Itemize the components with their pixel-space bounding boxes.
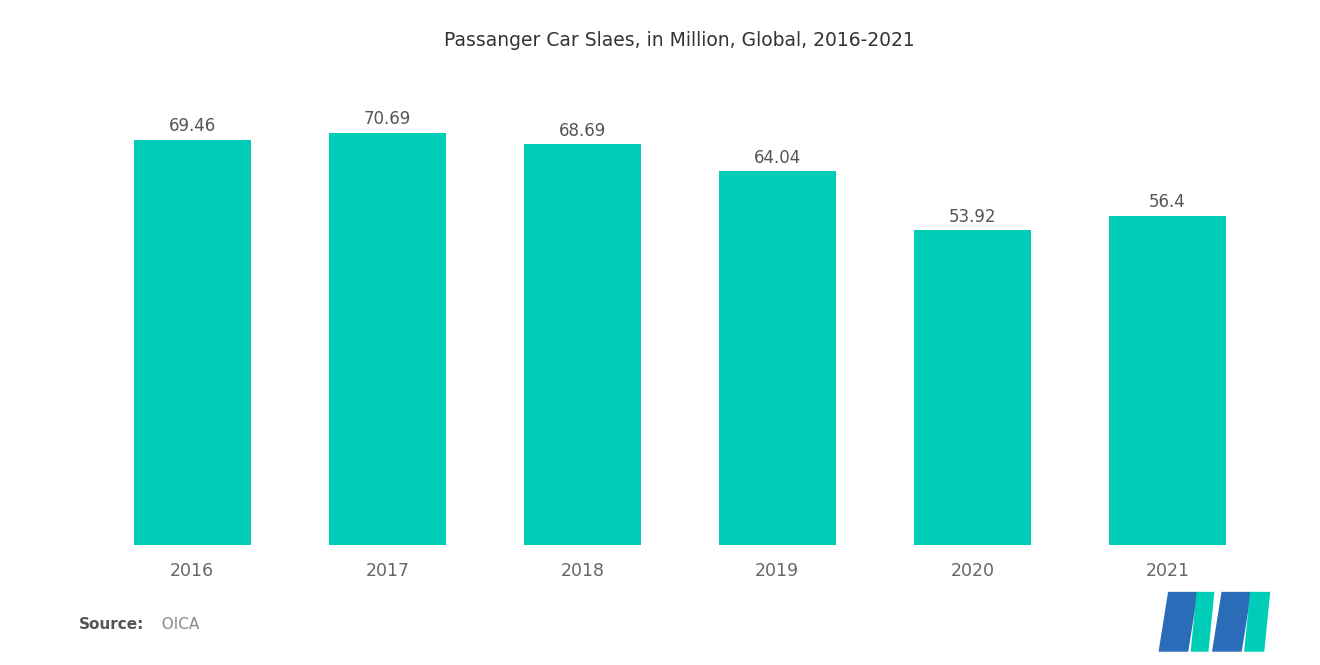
Polygon shape [1212,592,1251,652]
Text: 64.04: 64.04 [754,149,801,167]
Title: Passanger Car Slaes, in Million, Global, 2016-2021: Passanger Car Slaes, in Million, Global,… [445,31,915,50]
Bar [133,140,251,545]
Text: 53.92: 53.92 [949,207,997,226]
Polygon shape [1243,592,1270,652]
Text: OICA: OICA [152,616,199,632]
Polygon shape [1159,592,1197,652]
Bar [913,231,1031,545]
Text: 56.4: 56.4 [1148,194,1185,211]
Text: 69.46: 69.46 [169,117,216,135]
Bar [1109,216,1226,545]
Polygon shape [1191,592,1214,652]
Text: 68.69: 68.69 [558,122,606,140]
Text: 70.69: 70.69 [364,110,411,128]
Bar [719,172,836,545]
Text: Source:: Source: [79,616,145,632]
Bar [329,132,446,545]
Bar [524,144,640,545]
